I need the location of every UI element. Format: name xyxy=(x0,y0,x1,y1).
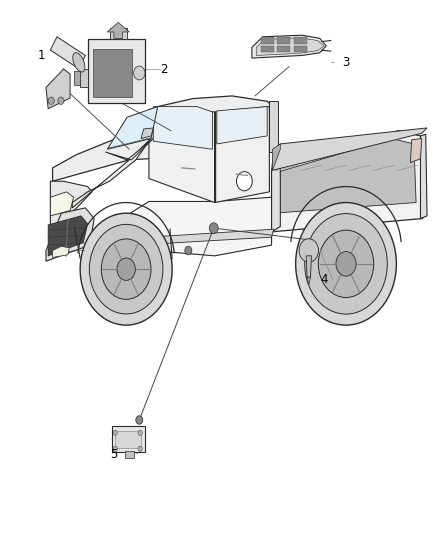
Polygon shape xyxy=(53,246,69,257)
Polygon shape xyxy=(107,22,129,38)
Circle shape xyxy=(336,252,356,276)
Polygon shape xyxy=(50,37,85,69)
Bar xyxy=(261,37,274,44)
Polygon shape xyxy=(274,139,416,213)
Text: 2: 2 xyxy=(160,63,168,76)
FancyBboxPatch shape xyxy=(88,39,145,103)
Circle shape xyxy=(101,239,151,300)
Circle shape xyxy=(305,214,387,314)
Polygon shape xyxy=(141,128,153,139)
Polygon shape xyxy=(272,128,427,171)
Circle shape xyxy=(318,230,374,297)
Circle shape xyxy=(134,66,145,80)
Circle shape xyxy=(58,97,64,104)
Polygon shape xyxy=(107,107,158,149)
Polygon shape xyxy=(269,101,278,152)
Circle shape xyxy=(185,246,192,255)
Polygon shape xyxy=(127,96,278,160)
Bar xyxy=(277,37,290,44)
Polygon shape xyxy=(72,141,149,208)
Polygon shape xyxy=(302,239,316,262)
Polygon shape xyxy=(272,131,423,232)
Circle shape xyxy=(113,430,117,435)
Polygon shape xyxy=(272,149,280,232)
Polygon shape xyxy=(46,69,70,109)
Ellipse shape xyxy=(73,53,85,72)
Polygon shape xyxy=(307,277,311,285)
Circle shape xyxy=(113,446,117,451)
Bar xyxy=(125,451,134,458)
Polygon shape xyxy=(272,144,280,171)
Bar xyxy=(261,46,274,52)
Circle shape xyxy=(299,239,318,262)
Bar xyxy=(277,46,290,52)
Text: 3: 3 xyxy=(343,56,350,69)
Polygon shape xyxy=(149,109,215,203)
Bar xyxy=(294,46,307,52)
Polygon shape xyxy=(48,216,88,256)
Circle shape xyxy=(209,223,218,233)
Polygon shape xyxy=(80,69,88,87)
Bar xyxy=(115,431,141,448)
Polygon shape xyxy=(215,107,269,203)
Circle shape xyxy=(117,258,135,280)
Bar xyxy=(93,49,132,97)
Circle shape xyxy=(237,172,252,191)
Circle shape xyxy=(138,430,142,435)
Polygon shape xyxy=(217,107,267,144)
Polygon shape xyxy=(88,229,274,248)
Polygon shape xyxy=(74,71,80,85)
Polygon shape xyxy=(88,197,272,256)
Circle shape xyxy=(136,416,143,424)
Circle shape xyxy=(296,203,396,325)
Polygon shape xyxy=(306,256,311,277)
Polygon shape xyxy=(256,38,324,55)
Circle shape xyxy=(138,446,142,451)
Circle shape xyxy=(80,213,172,325)
Text: 4: 4 xyxy=(320,273,328,286)
Text: 5: 5 xyxy=(110,448,117,461)
Polygon shape xyxy=(53,139,151,181)
Polygon shape xyxy=(105,139,153,160)
Polygon shape xyxy=(50,181,92,232)
Polygon shape xyxy=(153,107,212,149)
Bar xyxy=(112,426,145,452)
Polygon shape xyxy=(50,192,74,216)
Text: 1: 1 xyxy=(38,50,46,62)
Polygon shape xyxy=(420,134,427,219)
Polygon shape xyxy=(252,35,326,58)
Polygon shape xyxy=(110,28,127,39)
Circle shape xyxy=(89,224,163,314)
Polygon shape xyxy=(410,139,422,163)
Circle shape xyxy=(48,97,54,104)
Bar xyxy=(294,37,307,44)
Polygon shape xyxy=(46,208,94,261)
